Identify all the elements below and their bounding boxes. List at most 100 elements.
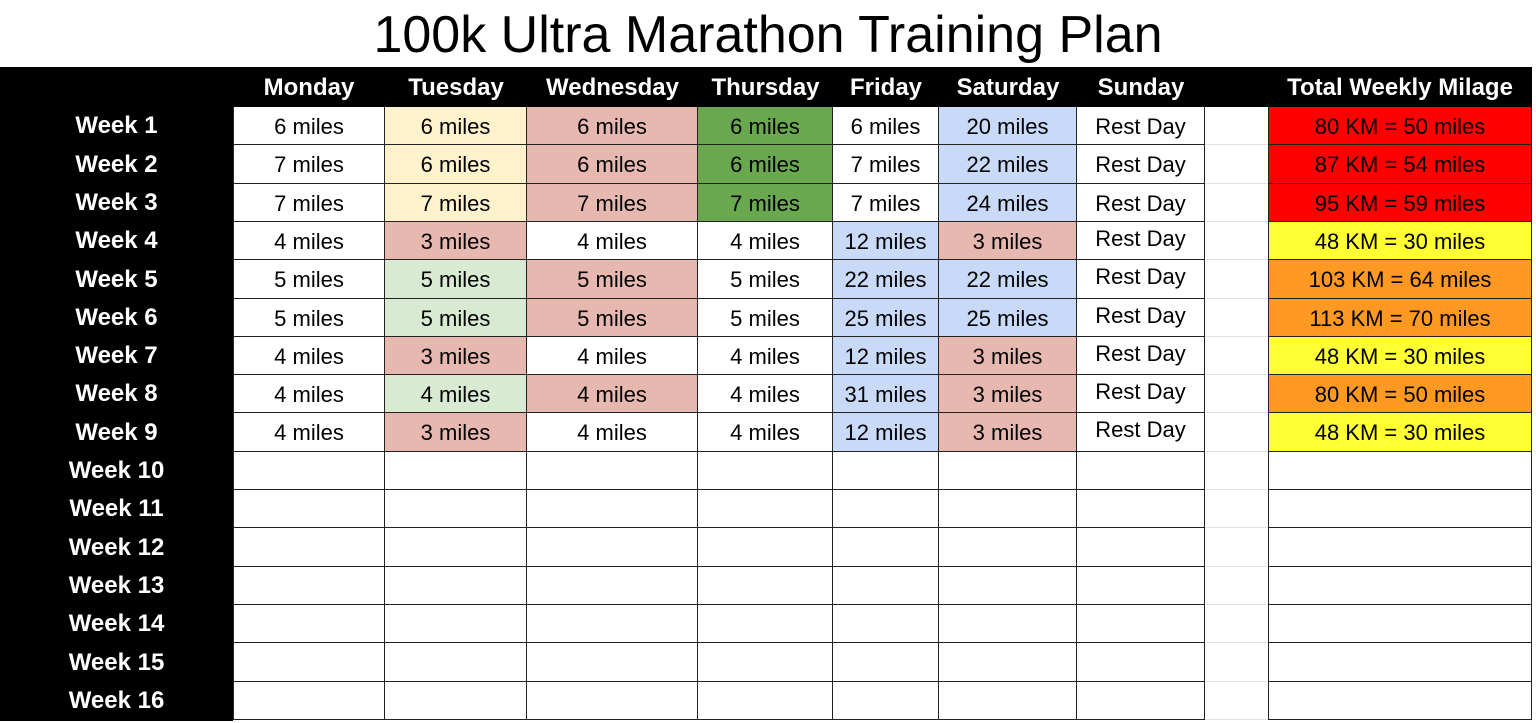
cell-week16-wednesday[interactable] [527,682,698,720]
total-weekly-milage-cell[interactable] [1268,490,1532,528]
cell-week7-tuesday[interactable]: 3 miles [385,337,527,375]
cell-week15-friday[interactable] [833,643,939,682]
spacer-cell[interactable] [1205,260,1268,299]
spacer-cell[interactable] [1205,145,1268,184]
cell-week13-saturday[interactable] [939,567,1077,605]
cell-week1-tuesday[interactable]: 6 miles [385,107,527,145]
cell-week15-monday[interactable] [233,643,385,682]
cell-week8-friday[interactable]: 31 miles [833,375,939,413]
cell-week8-saturday[interactable]: 3 miles [939,375,1077,413]
total-weekly-milage-cell[interactable]: 48 KM = 30 miles [1268,222,1532,260]
cell-week3-wednesday[interactable]: 7 miles [527,184,698,222]
cell-week6-sunday[interactable]: Rest Day [1077,299,1205,337]
spacer-cell[interactable] [1205,375,1268,413]
cell-week5-sunday[interactable]: Rest Day [1077,260,1205,299]
total-weekly-milage-cell[interactable]: 80 KM = 50 miles [1268,107,1532,145]
cell-week10-monday[interactable] [233,452,385,490]
cell-week14-friday[interactable] [833,605,939,643]
spacer-cell[interactable] [1205,490,1268,528]
cell-week11-saturday[interactable] [939,490,1077,528]
total-weekly-milage-cell[interactable] [1268,605,1532,643]
cell-week6-monday[interactable]: 5 miles [233,299,385,337]
cell-week10-tuesday[interactable] [385,452,527,490]
spacer-cell[interactable] [1205,643,1268,682]
cell-week10-thursday[interactable] [698,452,833,490]
cell-week3-saturday[interactable]: 24 miles [939,184,1077,222]
cell-week16-friday[interactable] [833,682,939,720]
cell-week3-thursday[interactable]: 7 miles [698,184,833,222]
cell-week9-sunday[interactable]: Rest Day [1077,413,1205,452]
cell-week16-sunday[interactable] [1077,682,1205,720]
cell-week16-tuesday[interactable] [385,682,527,720]
cell-week7-thursday[interactable]: 4 miles [698,337,833,375]
cell-week7-wednesday[interactable]: 4 miles [527,337,698,375]
total-weekly-milage-cell[interactable] [1268,682,1532,720]
cell-week15-wednesday[interactable] [527,643,698,682]
cell-week8-tuesday[interactable]: 4 miles [385,375,527,413]
total-weekly-milage-cell[interactable]: 48 KM = 30 miles [1268,413,1532,452]
cell-week2-saturday[interactable]: 22 miles [939,145,1077,184]
total-weekly-milage-cell[interactable] [1268,643,1532,682]
cell-week6-tuesday[interactable]: 5 miles [385,299,527,337]
cell-week13-sunday[interactable] [1077,567,1205,605]
cell-week13-friday[interactable] [833,567,939,605]
cell-week12-tuesday[interactable] [385,528,527,567]
total-weekly-milage-cell[interactable] [1268,528,1532,567]
cell-week8-sunday[interactable]: Rest Day [1077,375,1205,413]
cell-week5-saturday[interactable]: 22 miles [939,260,1077,299]
spacer-cell[interactable] [1205,107,1268,145]
spacer-cell[interactable] [1205,528,1268,567]
total-weekly-milage-cell[interactable]: 48 KM = 30 miles [1268,337,1532,375]
cell-week16-saturday[interactable] [939,682,1077,720]
cell-week13-tuesday[interactable] [385,567,527,605]
cell-week4-saturday[interactable]: 3 miles [939,222,1077,260]
cell-week1-monday[interactable]: 6 miles [233,107,385,145]
cell-week2-sunday[interactable]: Rest Day [1077,145,1205,184]
cell-week3-tuesday[interactable]: 7 miles [385,184,527,222]
cell-week13-monday[interactable] [233,567,385,605]
cell-week14-thursday[interactable] [698,605,833,643]
cell-week6-saturday[interactable]: 25 miles [939,299,1077,337]
cell-week12-thursday[interactable] [698,528,833,567]
spacer-cell[interactable] [1205,567,1268,605]
cell-week11-friday[interactable] [833,490,939,528]
cell-week6-thursday[interactable]: 5 miles [698,299,833,337]
cell-week11-monday[interactable] [233,490,385,528]
cell-week2-tuesday[interactable]: 6 miles [385,145,527,184]
total-weekly-milage-cell[interactable] [1268,452,1532,490]
cell-week9-wednesday[interactable]: 4 miles [527,413,698,452]
cell-week6-friday[interactable]: 25 miles [833,299,939,337]
cell-week10-saturday[interactable] [939,452,1077,490]
cell-week10-sunday[interactable] [1077,452,1205,490]
total-weekly-milage-cell[interactable]: 95 KM = 59 miles [1268,184,1532,222]
cell-week15-tuesday[interactable] [385,643,527,682]
cell-week7-saturday[interactable]: 3 miles [939,337,1077,375]
cell-week2-thursday[interactable]: 6 miles [698,145,833,184]
cell-week8-thursday[interactable]: 4 miles [698,375,833,413]
cell-week6-wednesday[interactable]: 5 miles [527,299,698,337]
cell-week7-monday[interactable]: 4 miles [233,337,385,375]
cell-week9-saturday[interactable]: 3 miles [939,413,1077,452]
cell-week13-wednesday[interactable] [527,567,698,605]
cell-week8-wednesday[interactable]: 4 miles [527,375,698,413]
cell-week5-tuesday[interactable]: 5 miles [385,260,527,299]
cell-week12-monday[interactable] [233,528,385,567]
cell-week1-thursday[interactable]: 6 miles [698,107,833,145]
cell-week14-tuesday[interactable] [385,605,527,643]
cell-week14-sunday[interactable] [1077,605,1205,643]
cell-week11-tuesday[interactable] [385,490,527,528]
cell-week5-thursday[interactable]: 5 miles [698,260,833,299]
spacer-cell[interactable] [1205,605,1268,643]
cell-week9-friday[interactable]: 12 miles [833,413,939,452]
cell-week12-wednesday[interactable] [527,528,698,567]
cell-week1-wednesday[interactable]: 6 miles [527,107,698,145]
cell-week12-friday[interactable] [833,528,939,567]
cell-week5-friday[interactable]: 22 miles [833,260,939,299]
spacer-cell[interactable] [1205,337,1268,375]
cell-week3-friday[interactable]: 7 miles [833,184,939,222]
cell-week5-monday[interactable]: 5 miles [233,260,385,299]
spacer-cell[interactable] [1205,222,1268,260]
cell-week3-sunday[interactable]: Rest Day [1077,184,1205,222]
cell-week16-thursday[interactable] [698,682,833,720]
cell-week1-saturday[interactable]: 20 miles [939,107,1077,145]
